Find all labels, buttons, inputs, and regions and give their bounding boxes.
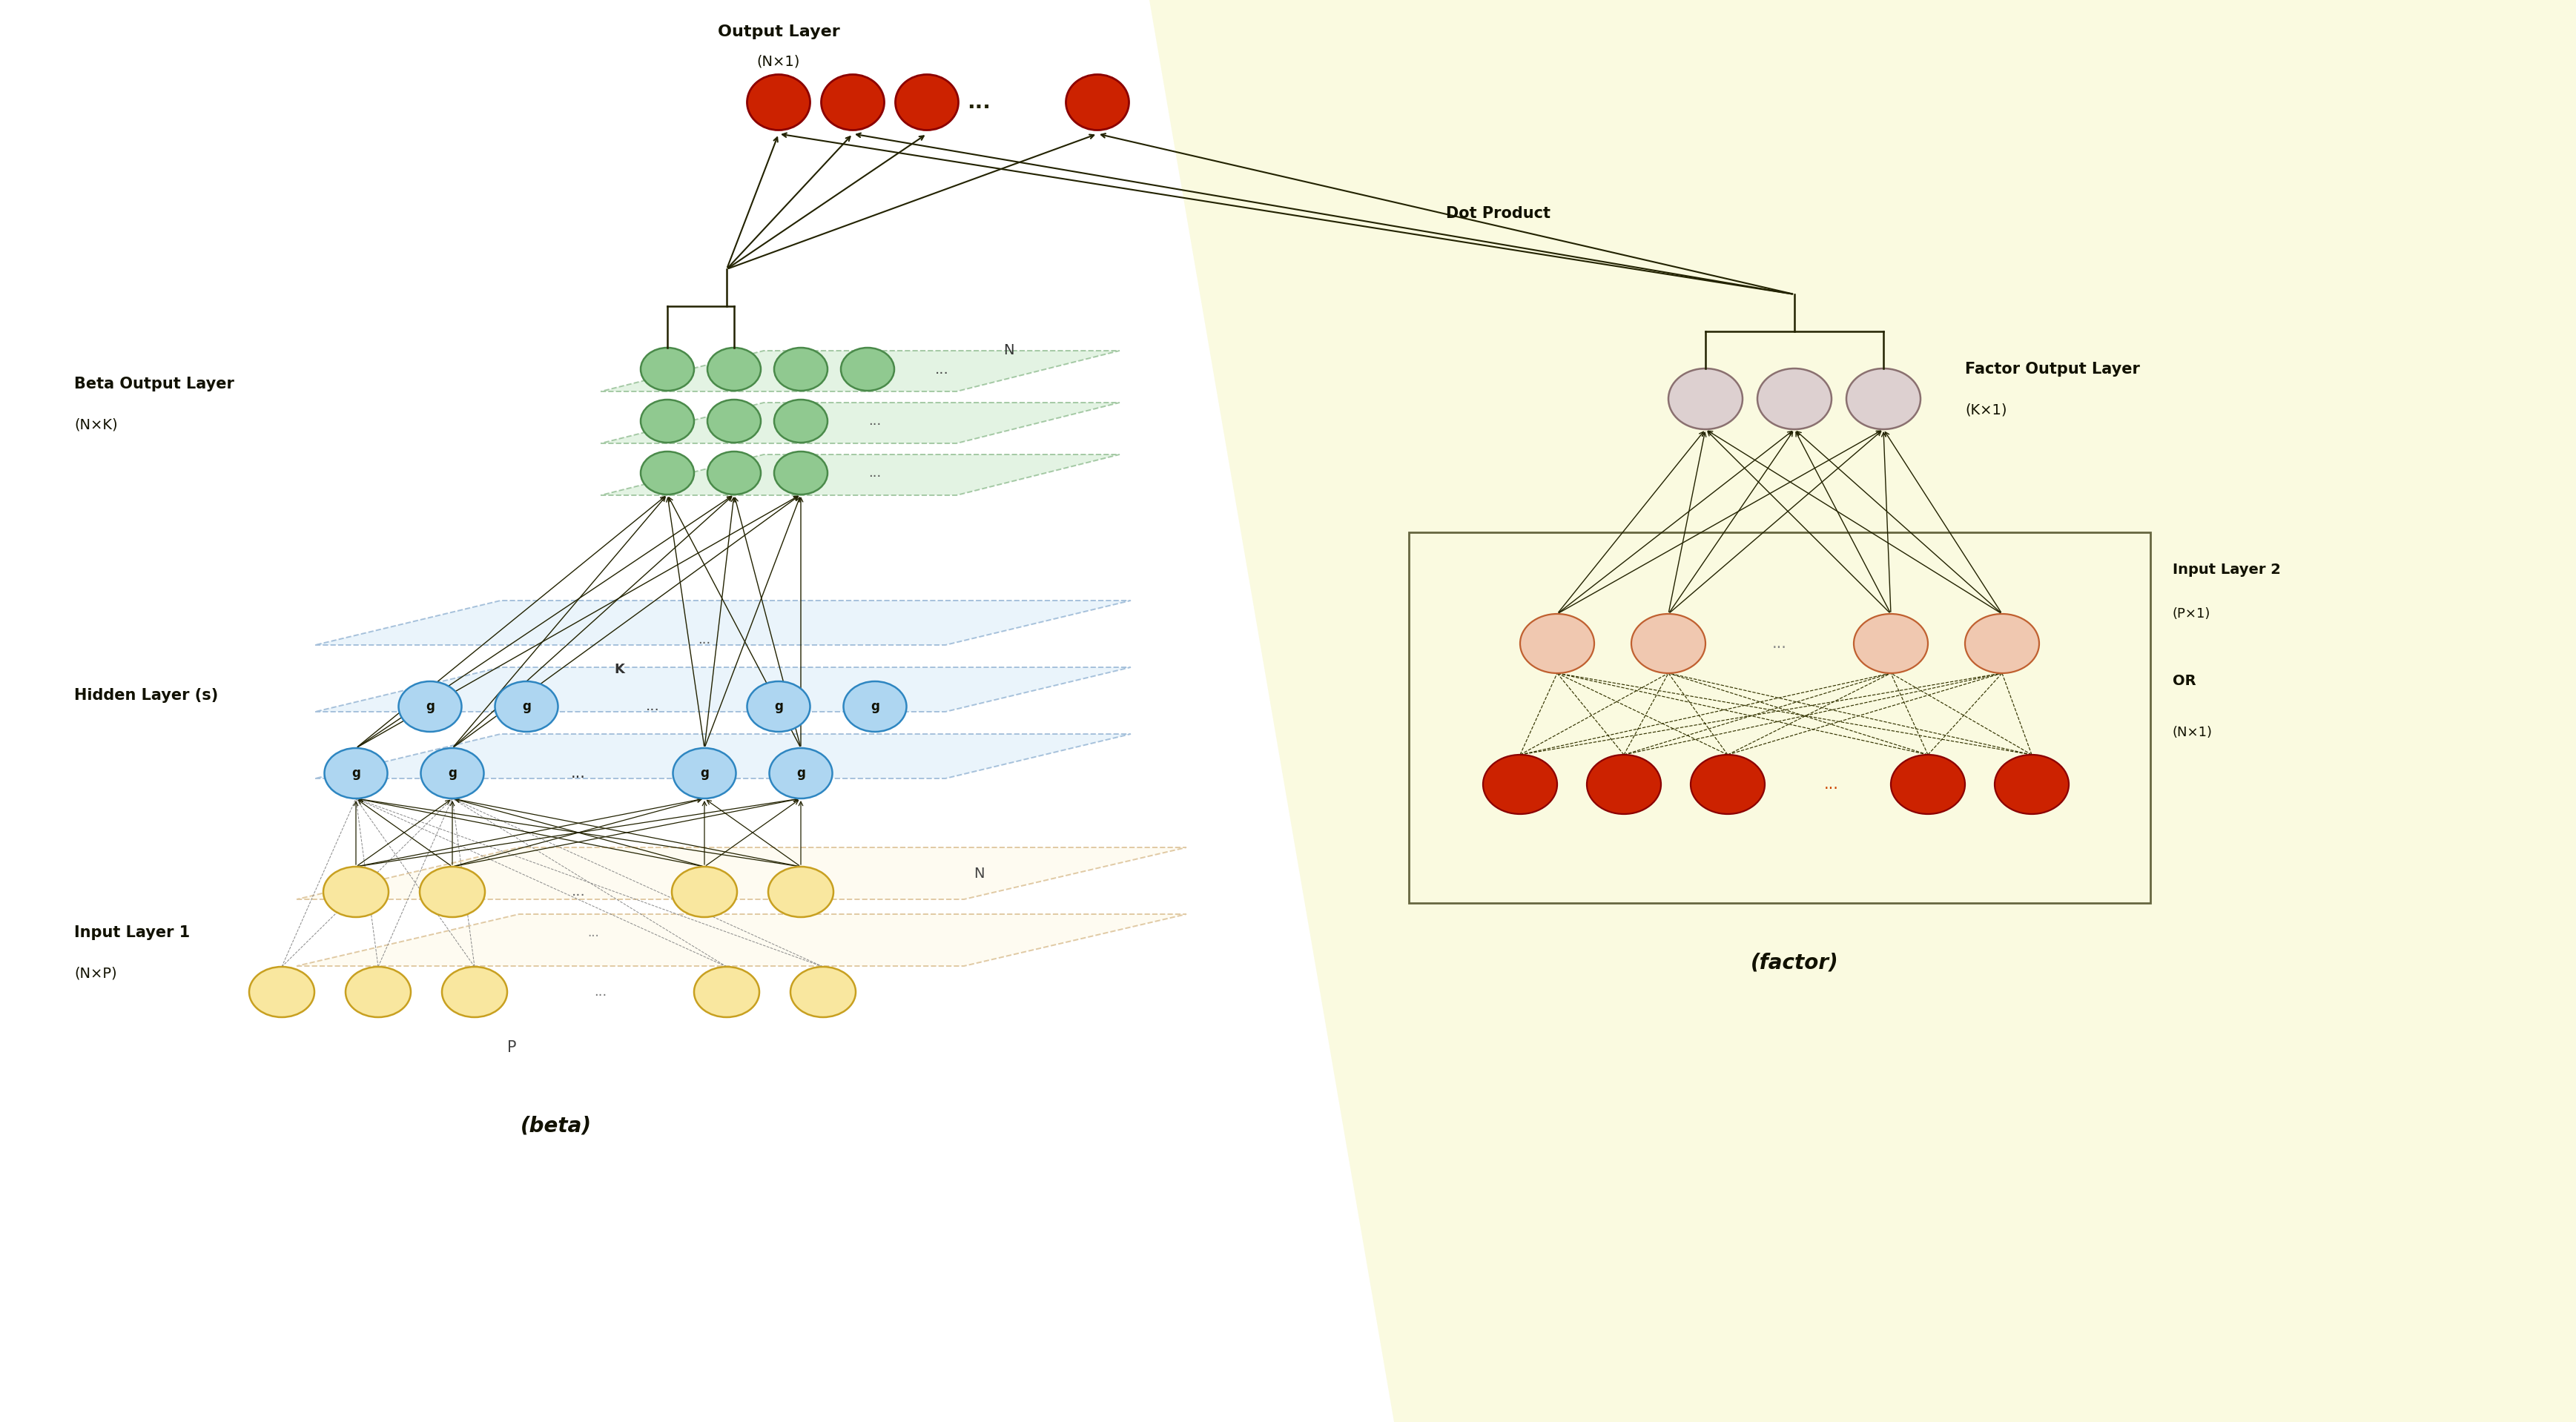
Ellipse shape (420, 866, 484, 917)
Text: g: g (523, 700, 531, 714)
Ellipse shape (840, 348, 894, 391)
Ellipse shape (842, 681, 907, 732)
Ellipse shape (822, 74, 884, 131)
Text: ...: ... (868, 414, 881, 428)
Text: g: g (425, 700, 435, 714)
Text: ...: ... (935, 363, 948, 377)
Ellipse shape (399, 681, 461, 732)
Text: (N×1): (N×1) (2172, 725, 2213, 739)
Ellipse shape (791, 967, 855, 1017)
Ellipse shape (896, 74, 958, 131)
Ellipse shape (775, 400, 827, 442)
Ellipse shape (775, 348, 827, 391)
Ellipse shape (250, 967, 314, 1017)
Polygon shape (296, 914, 1188, 966)
Ellipse shape (708, 348, 760, 391)
Text: g: g (701, 766, 708, 779)
Ellipse shape (1994, 755, 2069, 813)
Text: Hidden Layer (s): Hidden Layer (s) (75, 688, 219, 702)
Text: ...: ... (595, 985, 608, 998)
Ellipse shape (1066, 74, 1128, 131)
Ellipse shape (768, 866, 835, 917)
Polygon shape (1149, 0, 2576, 1422)
Text: ...: ... (572, 884, 585, 899)
Ellipse shape (775, 452, 827, 495)
Ellipse shape (1631, 614, 1705, 673)
Text: (factor): (factor) (1752, 951, 1839, 973)
Text: ...: ... (1772, 636, 1788, 651)
Text: ...: ... (647, 700, 659, 714)
Text: (beta): (beta) (520, 1115, 592, 1136)
Text: N: N (974, 866, 984, 880)
Text: Beta Output Layer: Beta Output Layer (75, 377, 234, 391)
Polygon shape (600, 455, 1121, 495)
Text: g: g (796, 766, 806, 779)
Ellipse shape (1484, 755, 1556, 813)
Text: (P×1): (P×1) (2172, 607, 2210, 620)
Text: Input Layer 1: Input Layer 1 (75, 926, 191, 940)
Polygon shape (314, 667, 1131, 712)
Ellipse shape (1690, 755, 1765, 813)
Ellipse shape (1891, 755, 1965, 813)
Ellipse shape (1669, 368, 1741, 429)
Ellipse shape (325, 866, 389, 917)
Text: (N×K): (N×K) (75, 418, 118, 432)
FancyBboxPatch shape (1409, 532, 2151, 903)
Ellipse shape (693, 967, 760, 1017)
Ellipse shape (1757, 368, 1832, 429)
Text: (N×P): (N×P) (75, 967, 116, 981)
Ellipse shape (747, 681, 809, 732)
Ellipse shape (708, 400, 760, 442)
Polygon shape (600, 351, 1121, 391)
Text: ...: ... (572, 766, 585, 781)
Ellipse shape (641, 348, 693, 391)
Text: g: g (350, 766, 361, 779)
Ellipse shape (1847, 368, 1922, 429)
Ellipse shape (1587, 755, 1662, 813)
Text: ...: ... (966, 92, 992, 112)
Ellipse shape (641, 400, 693, 442)
Text: N: N (1002, 344, 1015, 358)
Text: ...: ... (1824, 776, 1839, 792)
Ellipse shape (747, 74, 809, 131)
Ellipse shape (325, 748, 386, 799)
Polygon shape (314, 734, 1131, 778)
Ellipse shape (672, 866, 737, 917)
Ellipse shape (1855, 614, 1927, 673)
Text: OR: OR (2172, 674, 2197, 688)
Ellipse shape (1965, 614, 2040, 673)
Text: P: P (507, 1039, 515, 1055)
Text: g: g (871, 700, 878, 714)
Ellipse shape (708, 452, 760, 495)
Text: ...: ... (698, 633, 711, 647)
Ellipse shape (672, 748, 737, 799)
Text: Input Layer 2: Input Layer 2 (2172, 562, 2280, 576)
Text: g: g (448, 766, 456, 779)
Polygon shape (296, 848, 1188, 899)
Text: Factor Output Layer: Factor Output Layer (1965, 361, 2141, 377)
Ellipse shape (345, 967, 410, 1017)
Text: Output Layer: Output Layer (719, 24, 840, 40)
Ellipse shape (641, 452, 693, 495)
Text: K: K (613, 663, 623, 675)
Ellipse shape (1520, 614, 1595, 673)
Ellipse shape (443, 967, 507, 1017)
Ellipse shape (495, 681, 559, 732)
Text: (N×1): (N×1) (757, 54, 801, 68)
Polygon shape (314, 600, 1131, 646)
Ellipse shape (420, 748, 484, 799)
Text: ...: ... (587, 926, 600, 940)
Text: (K×1): (K×1) (1965, 402, 2007, 417)
Text: g: g (775, 700, 783, 714)
Text: Dot Product: Dot Product (1445, 206, 1551, 220)
Text: ...: ... (868, 466, 881, 479)
Ellipse shape (770, 748, 832, 799)
Polygon shape (600, 402, 1121, 444)
